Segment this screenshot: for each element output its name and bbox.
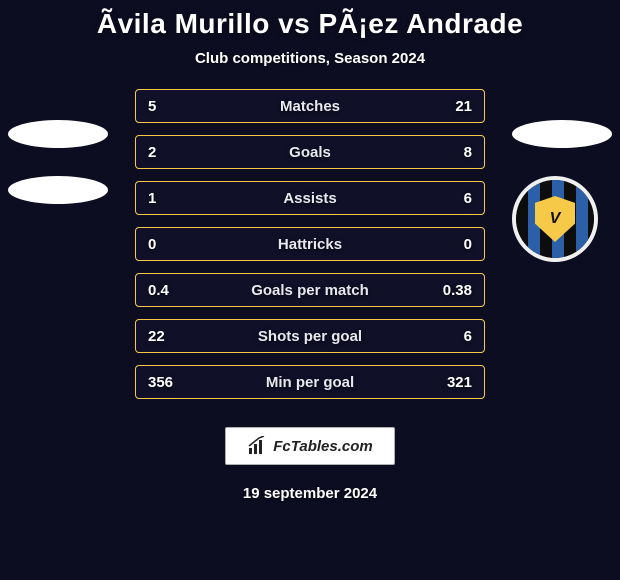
team-badge-placeholder [512, 120, 612, 148]
stat-label: Goals [136, 144, 484, 161]
footer-date: 19 september 2024 [0, 485, 620, 502]
stat-right-value: 321 [447, 374, 472, 391]
stat-row-hattricks: 0 Hattricks 0 [135, 227, 485, 261]
stat-right-value: 0.38 [443, 282, 472, 299]
stats-table: 5 Matches 21 2 Goals 8 1 Assists 6 0 Hat… [135, 89, 485, 399]
crest-letter: V [550, 210, 561, 228]
stat-row-goals: 2 Goals 8 [135, 135, 485, 169]
stat-label: Hattricks [136, 236, 484, 253]
stat-row-assists: 1 Assists 6 [135, 181, 485, 215]
logo-text: FcTables.com [273, 438, 372, 455]
stat-row-min-per-goal: 356 Min per goal 321 [135, 365, 485, 399]
stat-left-value: 0 [148, 236, 156, 253]
stat-left-value: 2 [148, 144, 156, 161]
team-badge-placeholder [8, 176, 108, 204]
stat-left-value: 0.4 [148, 282, 169, 299]
stat-row-goals-per-match: 0.4 Goals per match 0.38 [135, 273, 485, 307]
right-team-badges: V [512, 120, 612, 262]
left-team-badges [8, 120, 108, 232]
branding-logo[interactable]: FcTables.com [225, 427, 395, 465]
team-badge-placeholder [8, 120, 108, 148]
team-crest: V [512, 176, 598, 262]
stat-right-value: 6 [464, 328, 472, 345]
stat-label: Assists [136, 190, 484, 207]
stat-right-value: 0 [464, 236, 472, 253]
stat-left-value: 22 [148, 328, 165, 345]
stat-left-value: 1 [148, 190, 156, 207]
subtitle: Club competitions, Season 2024 [0, 50, 620, 67]
chart-icon [247, 436, 267, 456]
stat-label: Shots per goal [136, 328, 484, 345]
comparison-card: Ãvila Murillo vs PÃ¡ez Andrade Club comp… [0, 0, 620, 580]
stat-right-value: 6 [464, 190, 472, 207]
stat-right-value: 21 [455, 98, 472, 115]
page-title: Ãvila Murillo vs PÃ¡ez Andrade [0, 8, 620, 40]
stat-row-matches: 5 Matches 21 [135, 89, 485, 123]
stat-row-shots-per-goal: 22 Shots per goal 6 [135, 319, 485, 353]
stat-left-value: 5 [148, 98, 156, 115]
stat-label: Goals per match [136, 282, 484, 299]
stat-label: Min per goal [136, 374, 484, 391]
stat-right-value: 8 [464, 144, 472, 161]
stat-label: Matches [136, 98, 484, 115]
stat-left-value: 356 [148, 374, 173, 391]
